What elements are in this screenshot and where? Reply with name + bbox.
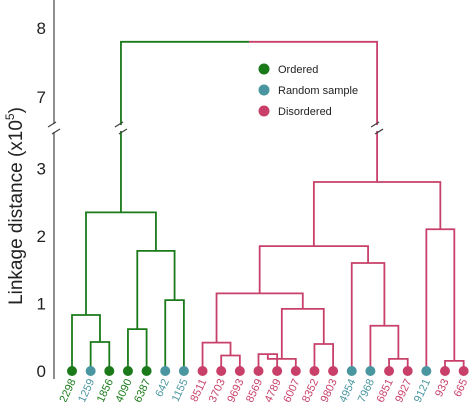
leaf-label: 6387 bbox=[132, 377, 153, 402]
legend-label: Ordered bbox=[278, 64, 318, 76]
leaf-node bbox=[197, 366, 208, 376]
y-tick-label: 1 bbox=[37, 295, 46, 314]
dendrogram-merge bbox=[350, 262, 386, 371]
leaf-node bbox=[328, 366, 339, 376]
leaf-node bbox=[104, 366, 115, 376]
y-axis-title-close: ) bbox=[6, 107, 27, 113]
leaf-node bbox=[178, 366, 189, 376]
leaf-node bbox=[253, 366, 264, 376]
dendrogram-merge bbox=[164, 299, 185, 371]
leaf-node bbox=[346, 366, 357, 376]
legend-marker bbox=[258, 84, 270, 96]
dendrogram-merge bbox=[85, 211, 157, 315]
leaf-node bbox=[141, 366, 152, 376]
leaf-node bbox=[234, 366, 245, 376]
leaf-node bbox=[440, 366, 450, 376]
branch-break-right bbox=[370, 121, 385, 135]
leaf-node bbox=[458, 366, 469, 376]
dendrogram-merge bbox=[280, 308, 325, 359]
dendrogram-merge bbox=[369, 324, 400, 371]
y-tick-label: 2 bbox=[37, 227, 46, 246]
leaf-node bbox=[384, 366, 395, 376]
leaf-node bbox=[122, 366, 133, 376]
y-tick-label: 0 bbox=[37, 362, 46, 381]
dendrogram-merge bbox=[425, 228, 456, 371]
y-axis-break bbox=[47, 121, 61, 135]
leaf-label: 8352 bbox=[300, 377, 321, 402]
y-tick-label: 3 bbox=[37, 160, 46, 179]
leaf-node bbox=[160, 366, 171, 376]
leaf-label: 2298 bbox=[57, 377, 78, 402]
leaf-node bbox=[85, 366, 96, 376]
legend-marker bbox=[258, 105, 270, 117]
leaf-label: 7968 bbox=[356, 377, 377, 402]
y-axis-title-superscript: 5 bbox=[3, 113, 17, 120]
leaf-label: 9693 bbox=[225, 377, 246, 402]
dendrogram-merge bbox=[136, 249, 176, 330]
dendrogram-merge bbox=[89, 341, 111, 371]
legend-label: Random sample bbox=[278, 85, 358, 97]
leaf-label: 4090 bbox=[113, 377, 134, 402]
legend-label: Disordered bbox=[278, 106, 332, 118]
leaf-label: 665 bbox=[452, 377, 471, 399]
legend-marker bbox=[258, 63, 270, 75]
leaf-label: 6007 bbox=[281, 377, 302, 402]
leaf-node bbox=[309, 366, 320, 376]
legend: Ordered Random sample Disordered bbox=[258, 63, 358, 118]
dendrogram-merge bbox=[127, 328, 148, 371]
leaf-label: 9927 bbox=[393, 377, 414, 402]
leaf-node bbox=[290, 366, 301, 376]
leaf-label: 9121 bbox=[412, 377, 433, 402]
leaf-node bbox=[272, 366, 283, 376]
dendrogram-merge bbox=[201, 341, 232, 371]
y-tick-label: 8 bbox=[37, 19, 46, 38]
leaf-label: 4789 bbox=[263, 377, 284, 402]
leaf-label: 1856 bbox=[95, 377, 116, 402]
dendrogram-merge bbox=[215, 292, 304, 343]
y-tick-label: 7 bbox=[37, 88, 46, 107]
dendrogram-merge bbox=[312, 181, 442, 247]
leaf-node bbox=[67, 366, 77, 376]
y-axis-title-main: Linkage distance (x10 bbox=[6, 120, 27, 305]
leaf-label: 3703 bbox=[207, 377, 228, 402]
leaf-label: 9803 bbox=[319, 377, 340, 402]
leaf-label: 6851 bbox=[375, 377, 396, 402]
leaf-label: 933 bbox=[433, 377, 452, 399]
dendrogram-merge bbox=[120, 40, 379, 213]
leaf-node bbox=[365, 366, 376, 376]
leaf-node bbox=[216, 366, 227, 376]
leaf-label: 8569 bbox=[244, 377, 265, 402]
branch-break-left bbox=[113, 121, 128, 135]
leaf-label: 1259 bbox=[76, 377, 97, 402]
dendrogram-merge bbox=[71, 314, 101, 371]
y-axis: 0 1 2 3 7 8 bbox=[37, 0, 61, 381]
leaf-node bbox=[421, 366, 432, 376]
leaf-label: 4954 bbox=[337, 377, 358, 402]
leaf-node bbox=[402, 366, 413, 376]
y-axis-title: Linkage distance (x105) bbox=[3, 107, 27, 305]
dendrogram-tree bbox=[71, 40, 465, 371]
leaf-label: 642 bbox=[153, 377, 172, 399]
